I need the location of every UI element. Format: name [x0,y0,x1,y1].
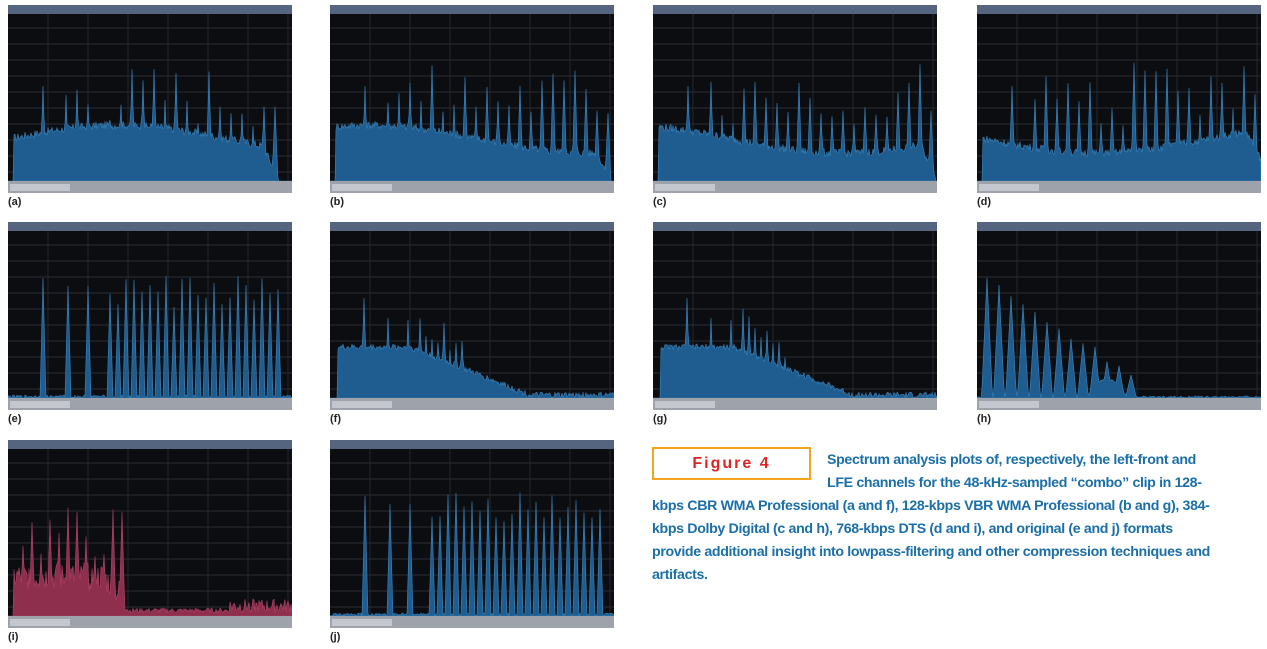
status-field [332,401,392,408]
panel-label: (e) [8,413,21,425]
status-field [332,184,392,191]
spectrum-screenshot [977,222,1261,410]
status-field [979,184,1039,191]
spectrum-screenshot [330,5,614,193]
status-field [655,401,715,408]
panel-label: (g) [653,413,667,425]
title-bar [330,222,614,231]
spectrum-screenshot [8,440,292,628]
spectrum-screenshot [330,222,614,410]
spectrum-screenshot [8,5,292,193]
status-field [979,401,1039,408]
spectrum-screenshot [653,5,937,193]
panel-label: (b) [330,196,344,208]
title-bar [977,5,1261,14]
figure-label: Figure 4 [652,447,811,480]
panel-label: (c) [653,196,666,208]
status-field [332,619,392,626]
spectrum-screenshot [977,5,1261,193]
spectrum-screenshot [8,222,292,410]
page: (a) (b) (c) (d) (e) (f) (g) (h) (i) (j) Figure 4 … [0,0,1267,649]
spectrum-screenshot [653,222,937,410]
title-bar [330,440,614,449]
caption-block: Figure 4 Spectrum analysis plots of, res… [652,447,1224,587]
title-bar [653,5,937,14]
panel-label: (f) [330,413,341,425]
title-bar [653,222,937,231]
panel-label: (j) [330,631,340,643]
title-bar [977,222,1261,231]
status-field [655,184,715,191]
title-bar [8,5,292,14]
status-field [10,401,70,408]
panel-label: (a) [8,196,21,208]
status-field [10,619,70,626]
title-bar [8,222,292,231]
panel-label: (i) [8,631,18,643]
status-field [10,184,70,191]
title-bar [8,440,292,449]
spectrum-screenshot [330,440,614,628]
panel-label: (d) [977,196,991,208]
panel-label: (h) [977,413,991,425]
title-bar [330,5,614,14]
